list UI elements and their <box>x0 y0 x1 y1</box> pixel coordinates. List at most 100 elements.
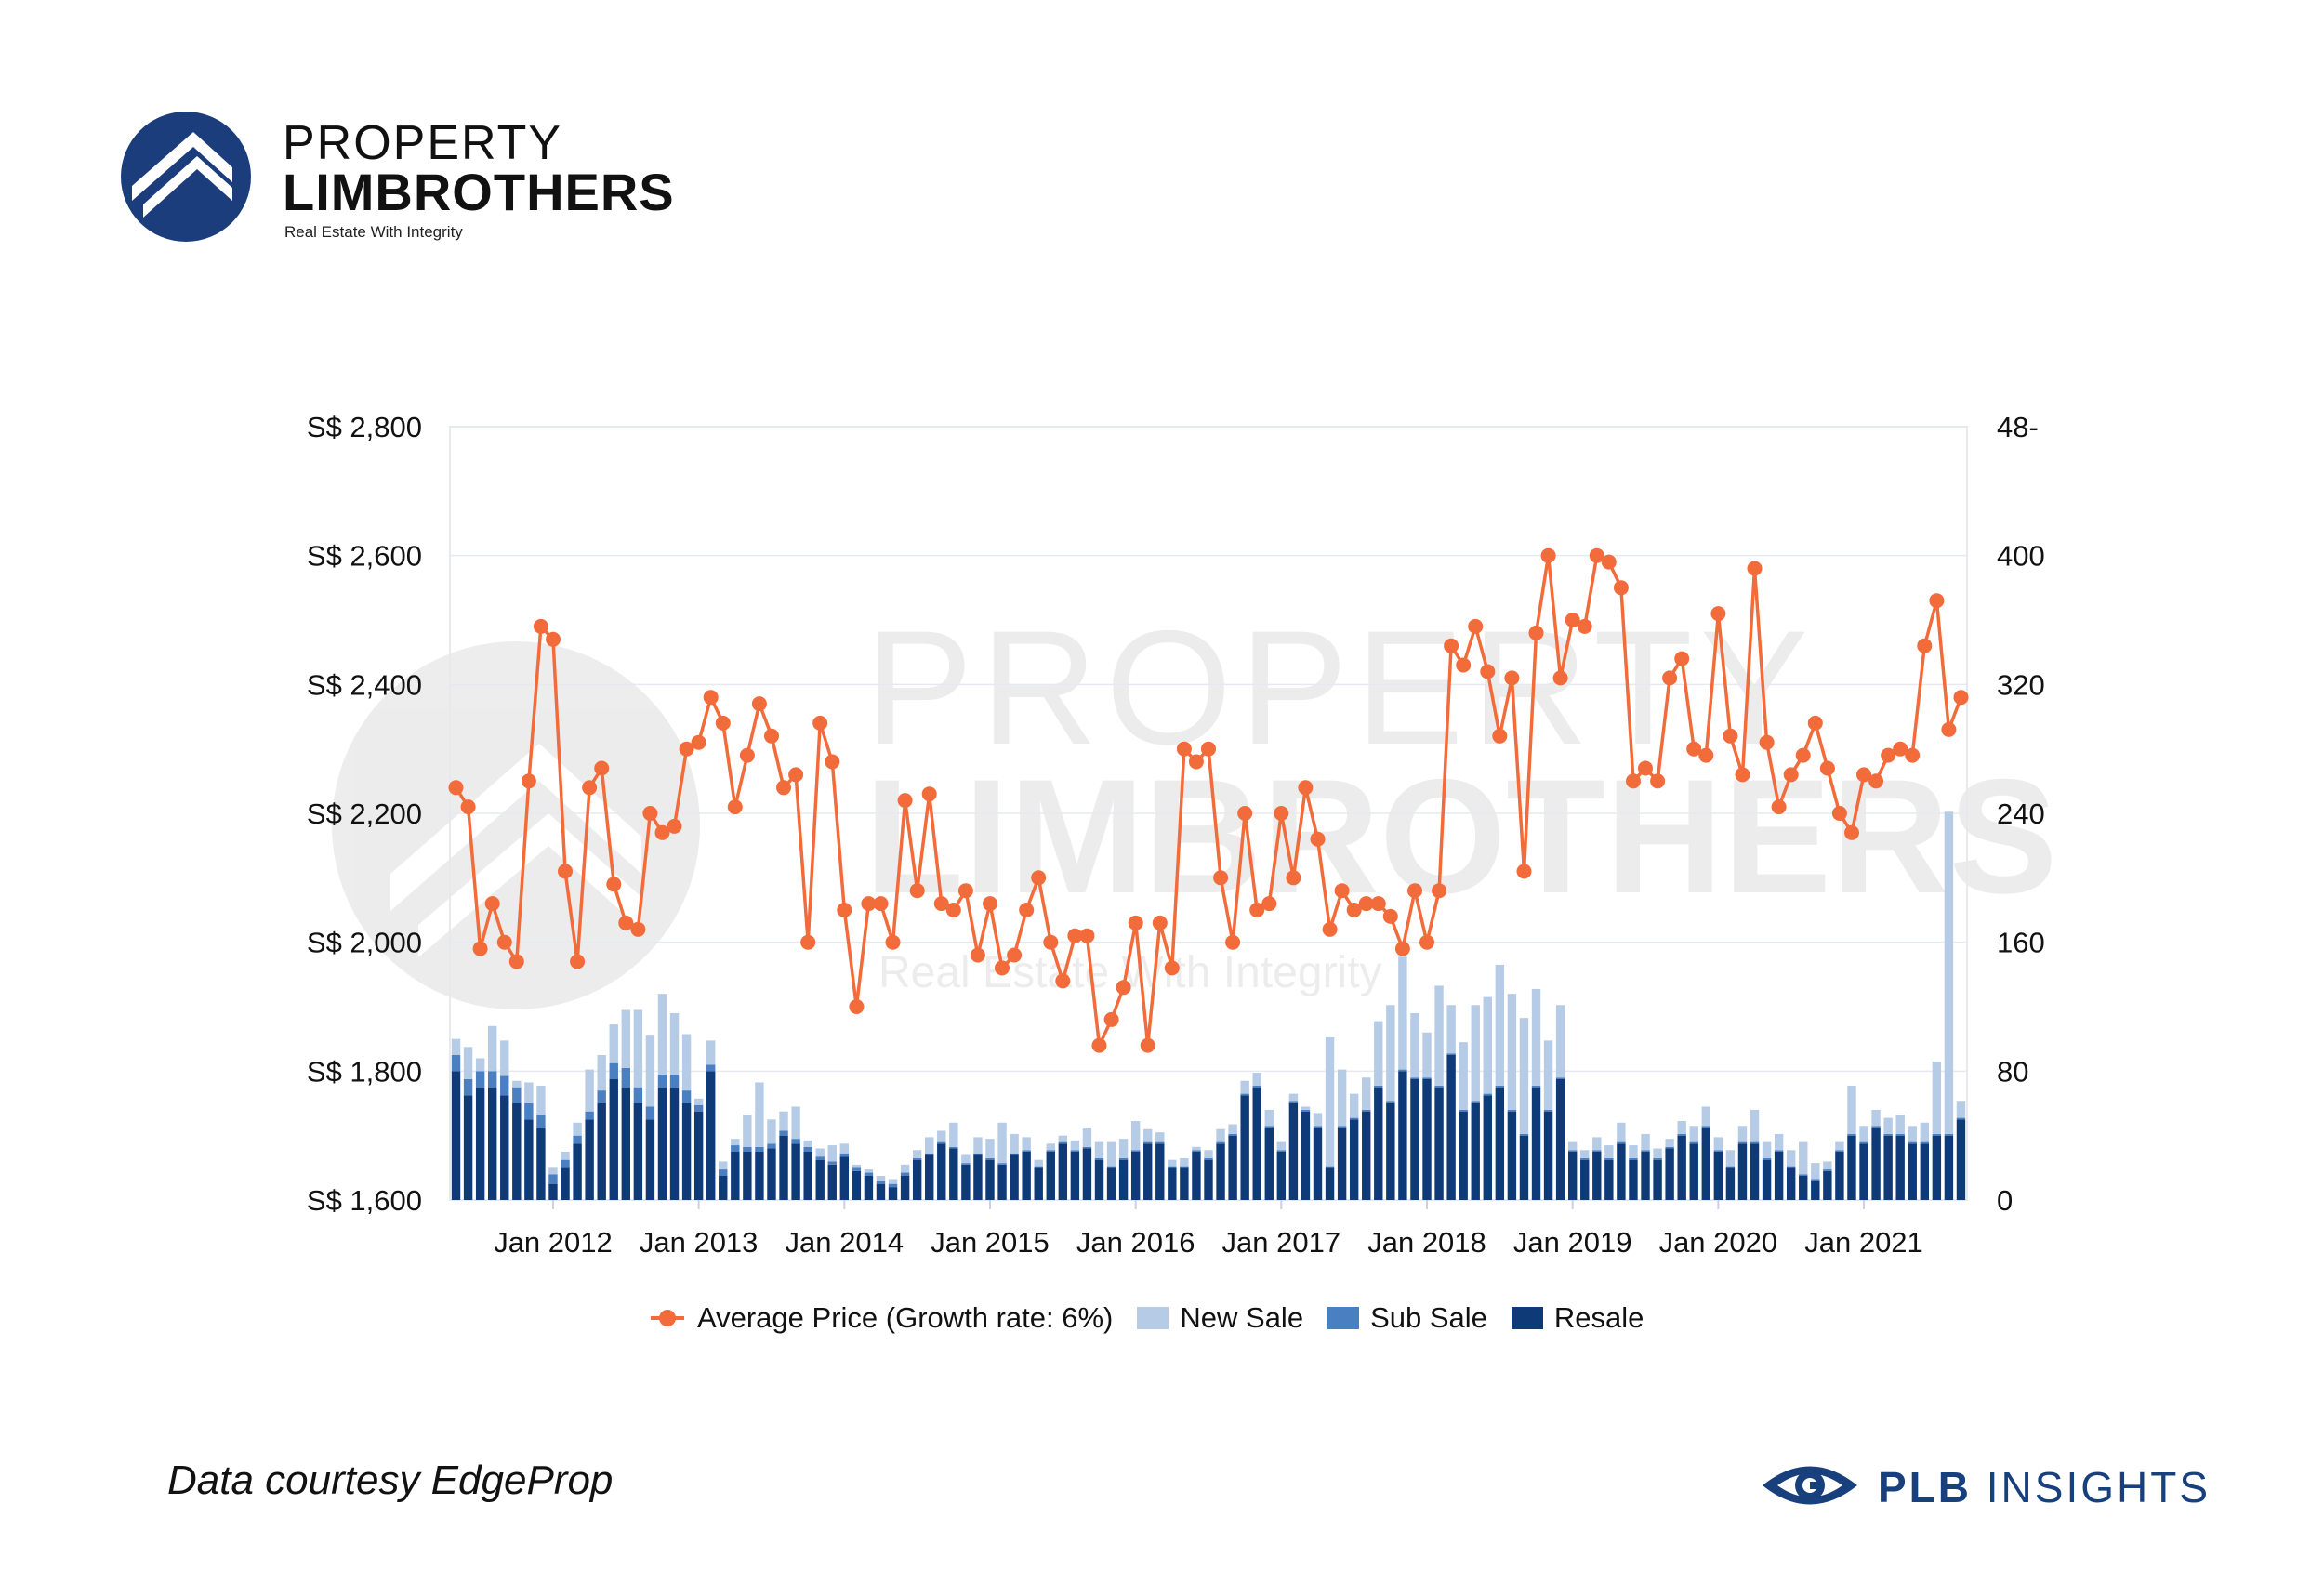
bar-resale <box>1386 1103 1395 1200</box>
bar-new-sale <box>1337 1069 1347 1127</box>
price-point <box>1759 734 1775 750</box>
bar-new-sale <box>657 994 667 1075</box>
bar-sub-sale <box>1701 1126 1710 1128</box>
bar-resale <box>1374 1087 1383 1200</box>
legend-label: Sub Sale <box>1370 1301 1487 1334</box>
bar-resale <box>693 1111 704 1200</box>
bar-new-sale <box>1349 1093 1359 1118</box>
legend-item-resale[interactable]: Resale <box>1511 1301 1644 1335</box>
bar-sub-sale <box>1106 1166 1116 1168</box>
bar-resale <box>1762 1159 1772 1200</box>
price-point <box>1140 1037 1155 1053</box>
price-point <box>1407 883 1422 899</box>
bar-sub-sale <box>1180 1166 1189 1168</box>
bar-resale <box>900 1176 910 1200</box>
price-point <box>1626 773 1641 789</box>
bar-new-sale <box>706 1040 716 1065</box>
price-point <box>764 728 779 744</box>
bar-resale <box>937 1143 946 1200</box>
bar-new-sale <box>1677 1121 1686 1134</box>
bar-new-sale <box>1471 1005 1480 1102</box>
bar-new-sale <box>815 1148 825 1157</box>
bar-new-sale <box>1580 1150 1590 1158</box>
watermark-word1: PROPERTY <box>865 598 1816 779</box>
legend-swatch-icon <box>1327 1307 1360 1329</box>
bar-new-sale <box>669 1012 680 1075</box>
bar-sub-sale <box>1483 1093 1492 1096</box>
legend-item-average-price[interactable]: Average Price (Growth rate: 6%) <box>651 1301 1113 1335</box>
bar-resale <box>1325 1167 1335 1200</box>
bar-resale <box>1956 1119 1966 1200</box>
bar-new-sale <box>1555 1005 1565 1078</box>
bar-sub-sale <box>597 1090 606 1103</box>
bar-new-sale <box>1374 1021 1383 1086</box>
price-point <box>1589 547 1604 563</box>
bar-new-sale <box>839 1143 850 1154</box>
bar-resale <box>1932 1135 1942 1200</box>
bar-new-sale <box>973 1137 983 1154</box>
bar-sub-sale <box>1362 1109 1371 1112</box>
data-credit: Data courtesy EdgeProp <box>167 1458 614 1503</box>
bar-sub-sale <box>1774 1150 1784 1152</box>
bar-new-sale <box>1386 1005 1395 1102</box>
bar-resale <box>961 1164 971 1200</box>
price-point <box>1577 618 1592 634</box>
bar-sub-sale <box>1046 1150 1055 1152</box>
bar-resale <box>1337 1128 1347 1200</box>
bar-resale <box>1434 1087 1444 1200</box>
bar-sub-sale <box>767 1143 776 1149</box>
legend-item-new-sale[interactable]: New Sale <box>1137 1301 1303 1335</box>
bar-resale <box>1118 1159 1129 1200</box>
bar-resale <box>1058 1143 1068 1200</box>
bar-new-sale <box>475 1058 485 1072</box>
bar-resale <box>1859 1143 1868 1200</box>
bar-resale <box>1774 1152 1784 1200</box>
bar-resale <box>1398 1071 1407 1200</box>
bar-sub-sale <box>888 1183 898 1188</box>
plb-insights-rest: INSIGHTS <box>1972 1463 2212 1511</box>
bar-sub-sale <box>585 1111 594 1120</box>
bar-sub-sale <box>1531 1085 1541 1088</box>
price-point <box>1213 870 1229 886</box>
price-point <box>909 883 925 899</box>
price-point <box>1492 728 1508 744</box>
bar-new-sale <box>1567 1141 1578 1151</box>
bar-resale <box>1276 1152 1287 1200</box>
bar-sub-sale <box>1374 1085 1383 1088</box>
bar-sub-sale <box>1228 1133 1237 1136</box>
price-point <box>1103 1011 1119 1027</box>
x-tick-label: Jan 2016 <box>1076 1226 1195 1259</box>
price-point <box>1079 928 1095 943</box>
bar-sub-sale <box>1034 1166 1043 1168</box>
bar-new-sale <box>1629 1145 1638 1158</box>
bar-sub-sale <box>1799 1174 1808 1176</box>
price-point <box>1286 870 1301 886</box>
bar-resale <box>1070 1152 1080 1200</box>
bar-resale <box>1495 1087 1505 1200</box>
bar-new-sale <box>755 1082 764 1147</box>
bar-new-sale <box>512 1080 522 1088</box>
price-point <box>983 896 997 912</box>
bar-new-sale <box>1483 996 1492 1094</box>
bar-new-sale <box>1750 1109 1760 1142</box>
price-point <box>957 883 973 899</box>
brand-name-line1: PROPERTY <box>283 116 563 170</box>
bar-new-sale <box>1276 1141 1287 1151</box>
bar-sub-sale <box>512 1087 522 1103</box>
bar-resale <box>1082 1148 1092 1200</box>
bar-sub-sale <box>1617 1141 1626 1144</box>
bar-new-sale <box>1653 1148 1662 1158</box>
legend-item-sub-sale[interactable]: Sub Sale <box>1327 1301 1487 1335</box>
bar-new-sale <box>1058 1135 1068 1142</box>
price-point <box>715 715 731 731</box>
bar-resale <box>1713 1152 1723 1200</box>
bar-sub-sale <box>1070 1150 1080 1152</box>
bar-resale <box>1446 1055 1456 1200</box>
price-point <box>1444 638 1459 653</box>
bar-resale <box>912 1159 922 1200</box>
bar-resale <box>1046 1152 1055 1200</box>
price-point <box>484 896 500 912</box>
bar-resale <box>1252 1087 1261 1200</box>
bar-resale <box>1750 1143 1760 1200</box>
price-point <box>1528 625 1544 640</box>
